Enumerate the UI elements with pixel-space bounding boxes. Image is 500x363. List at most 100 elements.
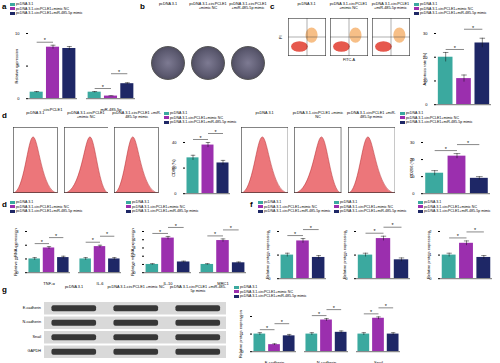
html-text:pcDNA 3.1-circPCLE1 +mimic NC: pcDNA 3.1-circPCLE1 +mimic NC bbox=[292, 111, 344, 120]
html-text:pcDNA 3.1-circPCLE1+miR-485-5p: pcDNA 3.1-circPCLE1+miR-485-5p mimic bbox=[170, 120, 237, 125]
html-text:pcDNA 3.1-circPCLE1+mimic NC: pcDNA 3.1-circPCLE1+mimic NC bbox=[420, 6, 473, 11]
svg-text:*: * bbox=[159, 228, 162, 234]
html-text:pcDNA 3.1: pcDNA 3.1 bbox=[158, 2, 178, 6]
svg-text:*: * bbox=[333, 305, 336, 311]
html-text:Snail: Snail bbox=[32, 334, 41, 339]
svg-text:*: * bbox=[454, 45, 457, 51]
html-text:pcDNA 3.1-circPCLE1 +mimic NC: pcDNA 3.1-circPCLE1 +mimic NC bbox=[67, 111, 105, 120]
svg-text:Relative mRNA expression: Relative mRNA expression bbox=[13, 228, 18, 275]
html-text:pcDNA 3.1-circPCLE1+miR-485-5p: pcDNA 3.1-circPCLE1+miR-485-5p mimic bbox=[406, 120, 473, 125]
html-text:pcDNA 3.1-circPCLE1 +miR-485-5: pcDNA 3.1-circPCLE1 +miR-485-5p mimic bbox=[112, 111, 161, 120]
html-text:GAPDH: GAPDH bbox=[27, 349, 41, 354]
html-text:pcDNA 3.1-circPCLE1+mimic NC: pcDNA 3.1-circPCLE1+mimic NC bbox=[170, 115, 223, 120]
svg-text:*: * bbox=[474, 227, 477, 233]
svg-text:*: * bbox=[44, 37, 47, 43]
svg-text:*: * bbox=[294, 231, 297, 237]
svg-text:0: 0 bbox=[174, 191, 177, 196]
html-text:pcDNA 3.1-circPCLE1+mimic NC: pcDNA 3.1-circPCLE1+mimic NC bbox=[264, 204, 317, 209]
html-text:pcDNA 3.1-circPCLE1+miR-485-5p: pcDNA 3.1-circPCLE1+miR-485-5p mimic bbox=[420, 11, 487, 16]
svg-text:*: * bbox=[230, 225, 233, 231]
svg-text:*: * bbox=[370, 309, 373, 315]
svg-text:0: 0 bbox=[412, 191, 415, 196]
svg-text:CD86 (%): CD86 (%) bbox=[171, 158, 176, 176]
html-text:pcDNA 3.1-circPCLE1+mimic NC: pcDNA 3.1-circPCLE1+mimic NC bbox=[240, 289, 293, 294]
svg-text:*: * bbox=[214, 129, 217, 135]
svg-text:*: * bbox=[467, 140, 470, 146]
html-text:pcDNA 3.1: pcDNA 3.1 bbox=[297, 2, 316, 6]
svg-text:*: * bbox=[118, 69, 121, 75]
svg-text:*: * bbox=[281, 319, 284, 325]
svg-text:*: * bbox=[445, 146, 448, 152]
svg-text:Relative expression: Relative expression bbox=[14, 48, 19, 83]
svg-text:*: * bbox=[457, 233, 460, 239]
html-text:pcDNA 3.1-circPCLE1 +mimic NC: pcDNA 3.1-circPCLE1 +mimic NC bbox=[189, 2, 227, 11]
svg-text:N-cadherin: N-cadherin bbox=[317, 359, 337, 363]
svg-text:10: 10 bbox=[15, 31, 20, 36]
svg-text:TNF-α: TNF-α bbox=[43, 280, 55, 285]
svg-text:MRC1: MRC1 bbox=[217, 280, 229, 285]
svg-text:*: * bbox=[106, 231, 109, 237]
html-text:pcDNA 3.1-circPCLE1+mimic NC: pcDNA 3.1-circPCLE1+mimic NC bbox=[16, 6, 69, 11]
html-text:d: d bbox=[2, 111, 7, 120]
svg-text:*: * bbox=[310, 225, 313, 231]
svg-text:30: 30 bbox=[423, 31, 428, 36]
svg-text:Apoptosis rate (%): Apoptosis rate (%) bbox=[422, 52, 427, 85]
svg-text:*: * bbox=[175, 222, 178, 228]
html-text:pcDNA 3.1-circPCLE1 +miR-485-5: pcDNA 3.1-circPCLE1 +miR-485-5p mimic bbox=[169, 285, 227, 294]
svg-text:IL-10: IL-10 bbox=[163, 280, 173, 285]
html-text:FITC-A: FITC-A bbox=[342, 58, 356, 62]
html-text:N-cadherin: N-cadherin bbox=[22, 320, 41, 325]
svg-text:40: 40 bbox=[172, 140, 177, 145]
html-text:pcDNA 3.1-circPCLE1+mimic NC: pcDNA 3.1-circPCLE1+mimic NC bbox=[424, 204, 477, 209]
svg-text:30: 30 bbox=[410, 140, 415, 145]
html-text:pcDNA 3.1-circPCLE1 +miR-485-5: pcDNA 3.1-circPCLE1 +miR-485-5p mimic bbox=[229, 2, 267, 11]
svg-text:Relative protein expression: Relative protein expression bbox=[426, 231, 431, 279]
html-text:pcDNA 3.1-circPCLE1+mimic NC: pcDNA 3.1-circPCLE1+mimic NC bbox=[340, 204, 393, 209]
html-text:pcDNA 3.1-circPCLE1 +mimic NC: pcDNA 3.1-circPCLE1 +mimic NC bbox=[329, 2, 368, 11]
html-text:d: d bbox=[2, 200, 7, 209]
html-text:pcDNA 3.1: pcDNA 3.1 bbox=[16, 2, 34, 6]
html-text:c: c bbox=[270, 2, 275, 11]
svg-text:*: * bbox=[214, 231, 217, 237]
svg-text:Relative mRNA expression: Relative mRNA expression bbox=[130, 228, 135, 275]
svg-text:Snail: Snail bbox=[374, 359, 383, 363]
html-text:pcDNA 3.1-circPCLE1+miR-485-5p: pcDNA 3.1-circPCLE1+miR-485-5p mimic bbox=[264, 209, 331, 214]
html-text:pcDNA 3.1-circPCLE1+miR-485-5p: pcDNA 3.1-circPCLE1+miR-485-5p mimic bbox=[16, 11, 83, 16]
svg-text:*: * bbox=[318, 311, 321, 317]
svg-text:miR-485-5p: miR-485-5p bbox=[101, 106, 123, 111]
svg-text:circPCLE1: circPCLE1 bbox=[44, 106, 64, 111]
html-text:E-cadherin: E-cadherin bbox=[22, 305, 41, 310]
svg-text:0: 0 bbox=[425, 102, 428, 107]
html-text:pcDNA 3.1-circPCLE1 +miR-485-5: pcDNA 3.1-circPCLE1 +miR-485-5p mimic bbox=[371, 2, 410, 11]
html-text:a: a bbox=[2, 2, 7, 11]
html-text:pcDNA 3.1-circPCLE1+miR-485-5p: pcDNA 3.1-circPCLE1+miR-485-5p mimic bbox=[340, 209, 407, 214]
svg-text:*: * bbox=[55, 233, 58, 239]
html-text:pcDNA 3.1-circPCLE1+mimic NC: pcDNA 3.1-circPCLE1+mimic NC bbox=[16, 204, 69, 209]
svg-text:0: 0 bbox=[17, 96, 20, 101]
html-text:pcDNA 3.1-circPCLE1+mimic NC: pcDNA 3.1-circPCLE1+mimic NC bbox=[132, 204, 185, 209]
html-text:PI: PI bbox=[278, 35, 283, 39]
html-text:pcDNA 3.1-circPCLE1+miR-485-5p: pcDNA 3.1-circPCLE1+miR-485-5p mimic bbox=[240, 294, 307, 299]
svg-text:Relative protein expression: Relative protein expression bbox=[238, 310, 243, 358]
svg-text:*: * bbox=[41, 239, 44, 245]
html-text:pcDNA 3.1-circPCLE1+miR-485-5p: pcDNA 3.1-circPCLE1+miR-485-5p mimic bbox=[424, 209, 491, 214]
svg-text:CD206 (%): CD206 (%) bbox=[409, 157, 414, 177]
svg-text:*: * bbox=[199, 135, 202, 141]
svg-text:*: * bbox=[266, 325, 269, 331]
html-text:pcDNA 3.1-circPCLE1 +miR-485-5: pcDNA 3.1-circPCLE1 +miR-485-5p mimic bbox=[347, 111, 396, 120]
html-text:pcDNA 3.1-circPCLE1+miR-485-5p: pcDNA 3.1-circPCLE1+miR-485-5p mimic bbox=[16, 209, 83, 214]
svg-text:IL-6: IL-6 bbox=[97, 280, 105, 285]
svg-text:*: * bbox=[102, 84, 105, 90]
html-text:b: b bbox=[140, 2, 145, 11]
svg-text:E-cadherin: E-cadherin bbox=[265, 359, 284, 363]
html-text:pcDNA 3.1-circPCLE1+miR-485-5p: pcDNA 3.1-circPCLE1+miR-485-5p mimic bbox=[132, 209, 199, 214]
svg-text:*: * bbox=[92, 237, 95, 243]
svg-text:*: * bbox=[385, 303, 388, 309]
svg-text:*: * bbox=[391, 222, 394, 228]
svg-text:Relative protein expression: Relative protein expression bbox=[342, 231, 347, 279]
html-text:pcDNA 3.1-circPCLE1+mimic NC: pcDNA 3.1-circPCLE1+mimic NC bbox=[406, 115, 459, 120]
svg-text:*: * bbox=[373, 228, 376, 234]
svg-text:Relative protein expression: Relative protein expression bbox=[265, 231, 270, 279]
html-text:g: g bbox=[2, 285, 7, 294]
svg-text:*: * bbox=[472, 24, 475, 30]
